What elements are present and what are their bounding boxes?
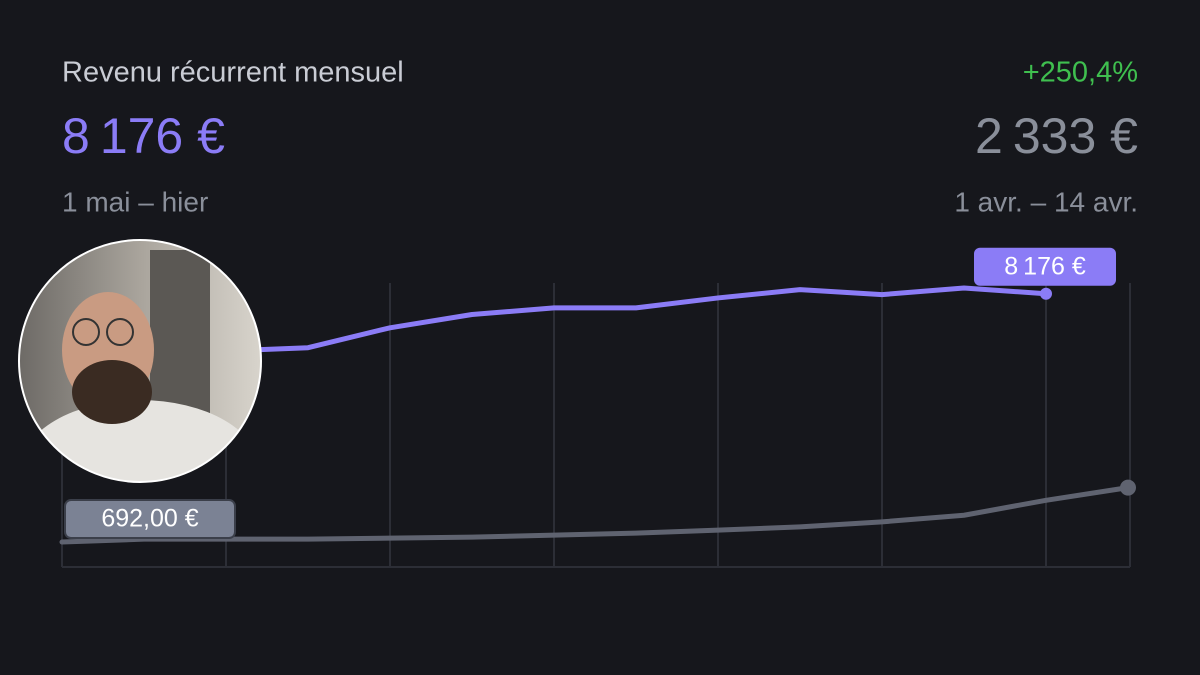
previous-amount: 2 333 € [975, 108, 1138, 164]
change-percent: +250,4% [1023, 57, 1138, 89]
current-amount: 8 176 € [62, 108, 225, 164]
value-label-bg [974, 247, 1116, 286]
value-label: 8 176 € [974, 247, 1116, 286]
value-label-text: 8 176 € [1004, 252, 1086, 280]
plot: 8 176 € 692,00 € [59, 247, 1136, 568]
value-label-text: 692,00 € [101, 505, 198, 533]
end-dot [1120, 479, 1136, 496]
value-label-bg [64, 499, 236, 540]
end-dot [1040, 287, 1052, 300]
value-label: 692,00 € [64, 499, 236, 540]
previous-period: 1 avr. – 14 avr. [954, 186, 1138, 217]
webcam-avatar [18, 239, 262, 483]
current-period: 1 mai – hier [62, 186, 208, 217]
series-line [59, 485, 1131, 545]
card-title: Revenu récurrent mensuel [62, 57, 404, 89]
